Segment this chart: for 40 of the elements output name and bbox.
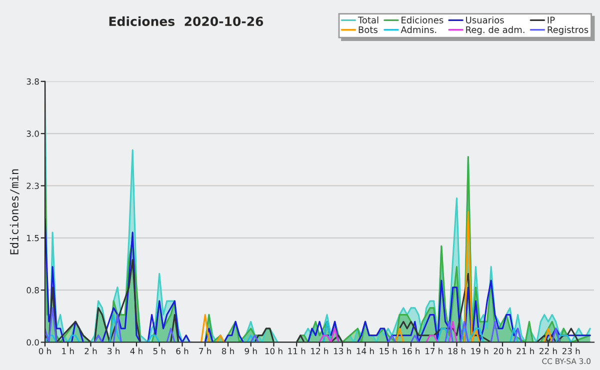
x-tick-label: 1 h [62,348,74,354]
legend-label: IP [548,16,555,24]
x-tick-label: 7 h [199,348,212,354]
x-tick-label: 21 h [516,348,534,354]
x-tick-label: 16 h [402,348,420,354]
y-tick-label: 3.0 [26,130,39,137]
x-tick-label: 15 h [380,348,397,354]
x-tick-label: 18 h [448,348,466,354]
x-tick-label: 13 h [334,348,351,354]
x-tick-label: 11 h [288,348,306,354]
x-tick-label: 4 h [130,348,142,354]
x-tick-label: 12 h [311,348,328,354]
x-tick-label: 0 h [38,348,51,354]
legend-label: Reg. de adm. [466,26,524,35]
x-tick-label: 17 h [426,348,442,354]
x-tick-label: 3 h [108,348,120,354]
y-tick-label: 0.0 [26,339,39,346]
legend-label: Usuarios [466,16,504,24]
x-tick-label: 8 h [222,348,234,354]
y-tick-label: 2.3 [26,182,39,190]
x-tick-label: 20 h [494,348,512,354]
x-tick-label: 23 h [562,348,580,354]
x-tick-label: 19 h [471,348,488,354]
legend-label: Registros [548,26,588,35]
x-tick-label: 6 h [176,348,188,354]
x-tick-label: 14 h [356,348,374,354]
x-tick-label: 9 h [244,348,257,354]
x-tick-label: 22 h [540,348,557,354]
y-tick-label: 1.5 [27,235,39,242]
legend-label: Admins. [400,26,436,34]
x-tick-label: 10 h [265,348,282,354]
x-tick-label: 5 h [153,348,166,354]
chart-title: Ediciones 2020-10-26 [109,16,264,26]
y-axis-title: Ediciones/min [10,169,20,254]
y-tick-label: 0.8 [26,287,39,294]
legend-label: Total [358,16,378,24]
y-tick-label: 3.8 [26,78,39,85]
legend-label: Bots [358,26,378,34]
x-tick-label: 2 h [84,348,97,354]
legend-label: Ediciones [402,16,444,24]
